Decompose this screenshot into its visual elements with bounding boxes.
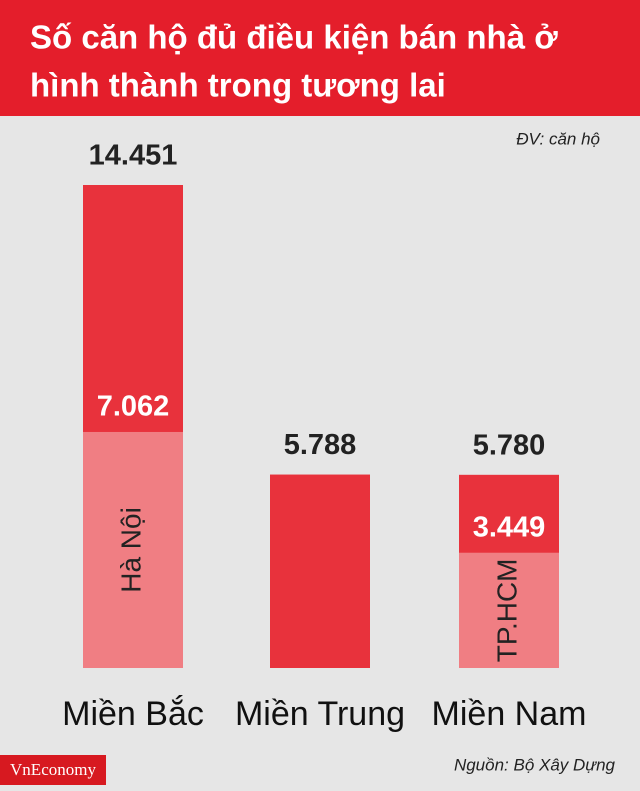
sub-value-label: 3.449 <box>473 511 546 543</box>
value-label: 5.788 <box>284 429 357 461</box>
unit-note: ĐV: căn hộ <box>516 129 600 148</box>
category-label: Miền Trung <box>235 695 405 733</box>
sub-label: Hà Nội <box>115 507 146 593</box>
sub-label: TP.HCM <box>491 559 522 663</box>
title-band <box>0 0 640 116</box>
value-label: 5.780 <box>473 429 546 461</box>
category-label: Miền Nam <box>432 695 587 733</box>
sub-value-label: 7.062 <box>97 391 170 423</box>
bar <box>270 474 370 668</box>
category-label: Miền Bắc <box>62 695 204 733</box>
value-label: 14.451 <box>89 140 178 172</box>
chart-title: hình thành trong tương lai <box>30 67 446 104</box>
sub-bar <box>83 431 183 668</box>
source: Nguồn: Bộ Xây Dựng <box>454 755 616 774</box>
brand: VnEconomy <box>10 760 96 779</box>
chart-title: Số căn hộ đủ điều kiện bán nhà ở <box>30 19 558 56</box>
sub-bar <box>459 552 559 668</box>
brand-box <box>0 755 106 785</box>
